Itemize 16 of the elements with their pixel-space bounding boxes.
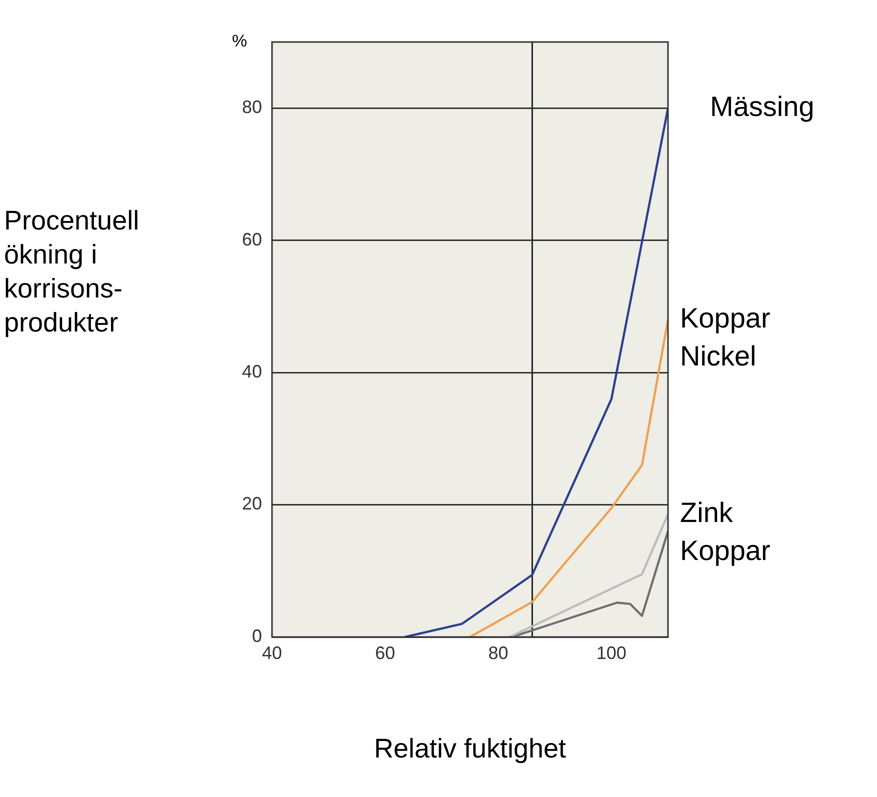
x-tick-label: 100 <box>596 642 626 663</box>
y-tick-label: 40 <box>242 362 262 382</box>
y-tick-label: 20 <box>242 494 262 514</box>
series-label: Zink <box>680 496 734 528</box>
x-axis-title: Relativ fuktighet <box>374 733 567 764</box>
y-tick-label: 60 <box>242 229 262 250</box>
series-label: Koppar Nickel <box>680 302 770 372</box>
y-tick-label: 80 <box>242 97 262 118</box>
x-tick-label: 40 <box>262 642 282 663</box>
y-tick-label: 0 <box>252 626 262 646</box>
series-label: Koppar <box>680 534 770 566</box>
x-tick-label: 60 <box>375 642 396 663</box>
text: % <box>232 32 248 51</box>
series-label: Mässing <box>710 90 814 122</box>
x-tick-label: 80 <box>488 642 508 663</box>
y-axis-title: Procentuell ökning i korrisons-produkter <box>4 205 140 338</box>
